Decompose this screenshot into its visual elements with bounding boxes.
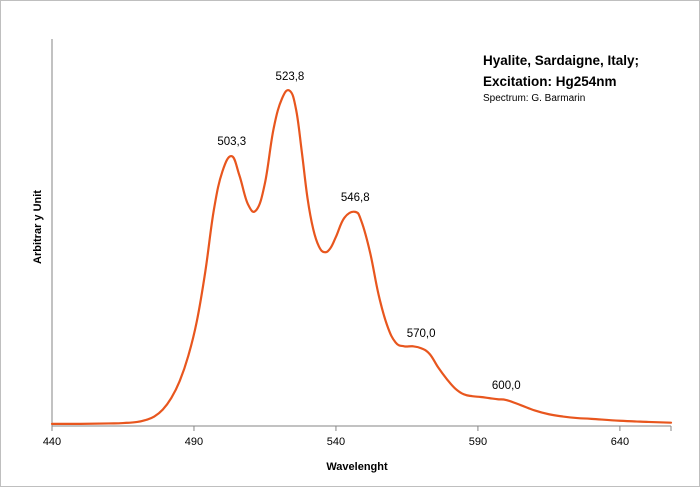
- peak-label: 600,0: [492, 380, 521, 392]
- x-axis-ticks: 440 490 540 590 640: [43, 426, 672, 448]
- x-tick-label: 540: [327, 436, 345, 448]
- peak-label: 570,0: [407, 328, 436, 340]
- x-tick-label: 640: [611, 436, 629, 448]
- axes: [51, 39, 671, 427]
- peak-label: 503,3: [217, 136, 246, 148]
- peak-label: 523,8: [276, 71, 305, 83]
- x-tick-label: 440: [43, 436, 61, 448]
- chart-title-line-1: Hyalite, Sardaigne, Italy;: [483, 53, 639, 68]
- spectrum-line: [50, 88, 673, 425]
- series-layer: [50, 88, 673, 425]
- peak-annotations: 503,3 523,8 546,8 570,0 600,0: [217, 71, 520, 392]
- chart-title-line-2: Excitation: Hg254nm: [483, 74, 617, 89]
- x-tick-label: 490: [185, 436, 203, 448]
- peak-label: 546,8: [341, 192, 370, 204]
- x-tick-label: 590: [469, 436, 487, 448]
- y-axis-title: Arbitrar y Unit: [32, 190, 44, 264]
- x-axis-title: Wavelenght: [326, 461, 388, 473]
- chart-subtitle: Spectrum: G. Barmarin: [483, 93, 585, 104]
